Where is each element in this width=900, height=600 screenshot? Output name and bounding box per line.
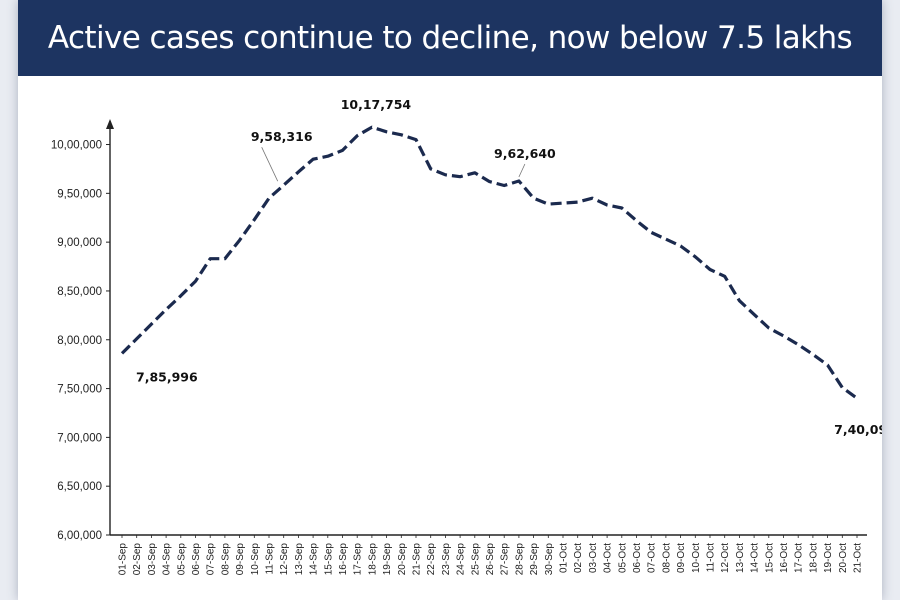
x-tick-label: 03-Oct xyxy=(588,543,599,573)
y-tick-label: 8,50,000 xyxy=(57,286,102,298)
y-tick-label: 8,00,000 xyxy=(57,335,102,347)
y-tick-label: 9,50,000 xyxy=(57,188,102,200)
x-tick-label: 13-Sep xyxy=(294,543,305,576)
slide-frame: Active cases continue to decline, now be… xyxy=(18,0,882,600)
x-tick-label: 05-Sep xyxy=(176,543,187,576)
y-tick-label: 7,00,000 xyxy=(57,432,102,444)
series-line xyxy=(120,125,858,400)
x-tick-label: 21-Oct xyxy=(853,543,864,573)
x-tick-label: 10-Sep xyxy=(250,543,261,576)
x-tick-label: 02-Oct xyxy=(573,543,584,573)
y-tick-label: 9,00,000 xyxy=(57,237,102,249)
y-tick-label: 7,50,000 xyxy=(57,384,102,396)
x-tick-label: 21-Sep xyxy=(412,543,423,576)
x-tick-label: 16-Oct xyxy=(779,543,790,573)
y-tick-label: 10,00,000 xyxy=(51,140,102,152)
x-tick-label: 07-Oct xyxy=(647,543,658,573)
x-tick-label: 09-Oct xyxy=(676,543,687,573)
chart-area: 6,00,000 6,50,000 7,00,000 7,50,000 8,00,000… xyxy=(18,0,882,600)
x-tick-label: 11-Oct xyxy=(706,543,717,572)
x-tick-label: 06-Oct xyxy=(632,543,643,573)
x-tick-label: 23-Sep xyxy=(441,543,452,576)
data-label: 7,40,090 xyxy=(834,422,882,437)
x-tick-label: 12-Oct xyxy=(720,543,731,573)
x-tick-label: 08-Sep xyxy=(220,543,231,576)
x-tick-label: 25-Sep xyxy=(470,543,481,576)
x-tick-label: 04-Sep xyxy=(162,543,173,576)
x-tick-label: 17-Sep xyxy=(353,543,364,576)
x-tick-label: 02-Sep xyxy=(132,543,143,576)
x-tick-label: 10-Oct xyxy=(691,543,702,573)
x-tick-label: 13-Oct xyxy=(735,543,746,573)
x-tick-label: 04-Oct xyxy=(603,543,614,573)
y-tick-label: 6,50,000 xyxy=(57,481,102,493)
data-label: 10,17,754 xyxy=(341,97,412,112)
y-tick-label: 6,00,000 xyxy=(57,530,102,542)
data-label: 9,62,640 xyxy=(494,146,556,161)
x-tick-label: 22-Sep xyxy=(426,543,437,576)
x-tick-label: 11-Sep xyxy=(265,543,276,575)
data-label: 7,85,996 xyxy=(136,369,198,384)
x-tick-label: 27-Sep xyxy=(500,543,511,576)
x-tick-label: 15-Sep xyxy=(323,543,334,576)
x-tick-label: 16-Sep xyxy=(338,543,349,576)
annotation-leader xyxy=(261,147,279,182)
x-tick-label: 01-Sep xyxy=(118,543,129,576)
active-cases-line-chart: 6,00,000 6,50,000 7,00,000 7,50,000 8,00,000… xyxy=(51,97,882,576)
x-tick-label: 12-Sep xyxy=(279,543,290,576)
y-axis-arrow xyxy=(106,119,114,129)
x-tick-label: 30-Sep xyxy=(544,543,555,576)
x-tick-label: 05-Oct xyxy=(617,543,628,573)
x-tick-label: 18-Oct xyxy=(808,543,819,573)
page-title: Active cases continue to decline, now be… xyxy=(47,20,853,56)
x-tick-label: 17-Oct xyxy=(794,543,805,573)
x-tick-label: 01-Oct xyxy=(559,543,570,573)
x-tick-label: 03-Sep xyxy=(147,543,158,576)
x-tick-label: 14-Sep xyxy=(309,543,320,576)
x-tick-label: 28-Sep xyxy=(514,543,525,576)
x-tick-label: 06-Sep xyxy=(191,543,202,576)
x-tick-label: 24-Sep xyxy=(456,543,467,576)
annotation-leader xyxy=(518,163,526,178)
x-tick-label: 20-Sep xyxy=(397,543,408,576)
title-banner: Active cases continue to decline, now be… xyxy=(18,0,882,76)
x-tick-label: 07-Sep xyxy=(206,543,217,576)
x-tick-label: 09-Sep xyxy=(235,543,246,576)
x-tick-label: 20-Oct xyxy=(838,543,849,573)
x-tick-label: 14-Oct xyxy=(750,543,761,573)
x-tick-label: 29-Sep xyxy=(529,543,540,576)
x-tick-label: 18-Sep xyxy=(367,543,378,576)
x-tick-label: 08-Oct xyxy=(661,543,672,573)
x-tick-label: 19-Sep xyxy=(382,543,393,576)
x-tick-label: 15-Oct xyxy=(764,543,775,573)
x-tick-label: 26-Sep xyxy=(485,543,496,576)
data-label: 9,58,316 xyxy=(251,129,313,144)
x-tick-label: 19-Oct xyxy=(823,543,834,573)
